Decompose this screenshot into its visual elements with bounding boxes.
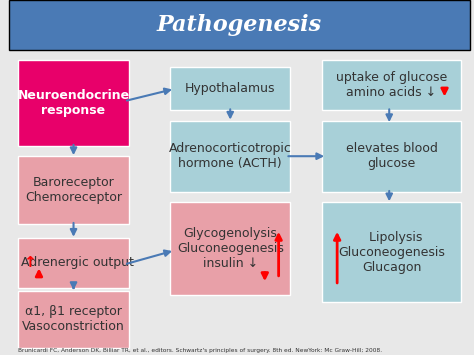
Text: α1, β1 receptor
Vasoconstriction: α1, β1 receptor Vasoconstriction	[22, 306, 125, 333]
FancyBboxPatch shape	[170, 202, 290, 295]
FancyBboxPatch shape	[170, 121, 290, 192]
Text: Baroreceptor
Chemoreceptor: Baroreceptor Chemoreceptor	[25, 176, 122, 204]
Text: Adrenergic output: Adrenergic output	[13, 256, 134, 269]
Text: elevates blood
glucose: elevates blood glucose	[346, 142, 438, 170]
Text: Pathogenesis: Pathogenesis	[157, 14, 322, 36]
Text: Lipolysis
Gluconeogenesis
Glucagon: Lipolysis Gluconeogenesis Glucagon	[338, 230, 445, 274]
Text: ↑: ↑	[23, 255, 36, 270]
FancyBboxPatch shape	[18, 238, 129, 288]
FancyBboxPatch shape	[18, 156, 129, 224]
FancyBboxPatch shape	[9, 0, 470, 50]
Text: Hypothalamus: Hypothalamus	[185, 82, 275, 95]
Text: Adrenocorticotropic
hormone (ACTH): Adrenocorticotropic hormone (ACTH)	[169, 142, 292, 170]
Text: Neuroendocrine
response: Neuroendocrine response	[18, 89, 129, 117]
FancyBboxPatch shape	[18, 291, 129, 348]
Text: uptake of glucose
amino acids ↓: uptake of glucose amino acids ↓	[336, 71, 447, 99]
Text: Brunicardi FC, Anderson DK, Billiar TR, et al., editors. Schwartz's principles o: Brunicardi FC, Anderson DK, Billiar TR, …	[18, 348, 383, 353]
FancyBboxPatch shape	[322, 121, 461, 192]
FancyBboxPatch shape	[322, 202, 461, 302]
FancyBboxPatch shape	[18, 60, 129, 146]
FancyBboxPatch shape	[322, 60, 461, 110]
Text: Glycogenolysis
Gluconeogenesis
insulin ↓: Glycogenolysis Gluconeogenesis insulin ↓	[177, 227, 283, 270]
FancyBboxPatch shape	[170, 67, 290, 110]
